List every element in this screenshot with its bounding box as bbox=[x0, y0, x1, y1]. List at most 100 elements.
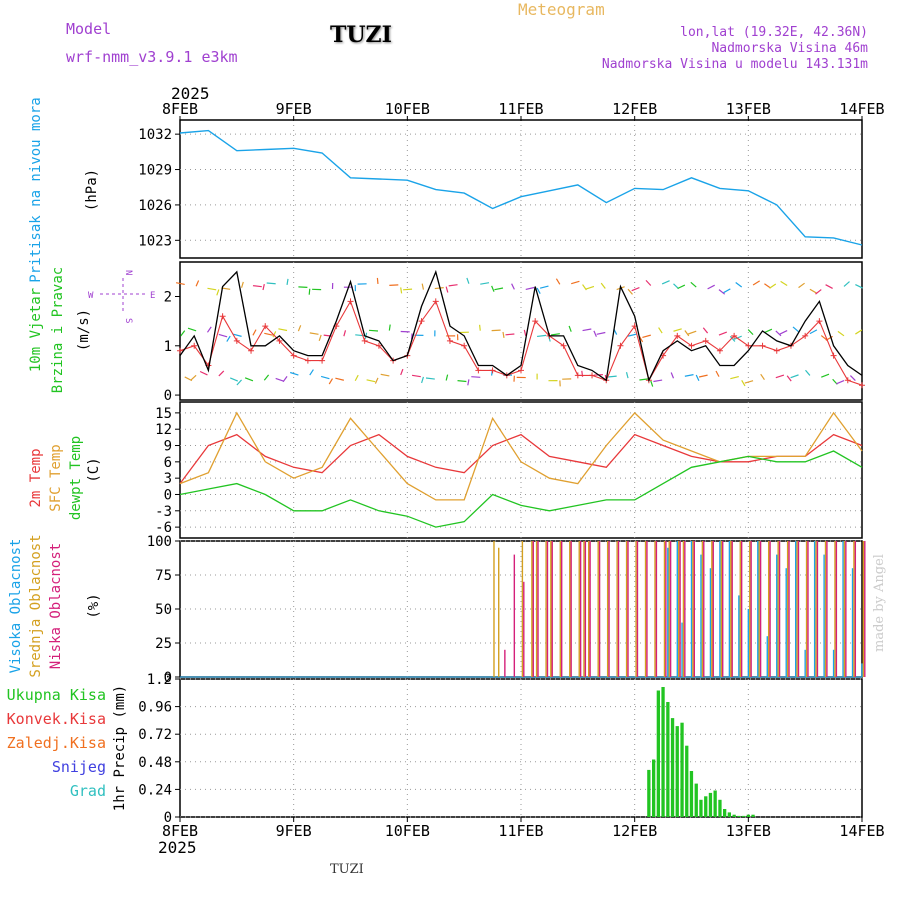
precip-legend-4: Grad bbox=[70, 782, 106, 800]
wind-arrow bbox=[650, 380, 654, 387]
wind-arrow bbox=[821, 373, 830, 378]
gust-marker bbox=[475, 367, 482, 374]
precip-bar bbox=[732, 814, 736, 817]
gust-marker bbox=[844, 377, 851, 384]
precip-bar bbox=[685, 745, 689, 817]
y-tick-label-clouds: 50 bbox=[155, 602, 172, 618]
cloud-label-mid: Srednja Oblacnost bbox=[28, 534, 44, 677]
pressure-line bbox=[179, 129, 863, 246]
wind-arrow bbox=[494, 287, 504, 291]
precip-bar bbox=[689, 771, 694, 817]
wind-arrow bbox=[790, 374, 799, 379]
wind-arrow bbox=[698, 374, 708, 378]
wind-arrow bbox=[718, 331, 728, 336]
y-tick-label-temperature: 3 bbox=[164, 471, 172, 487]
wind-arrow bbox=[780, 280, 788, 287]
x-tick-label-bottom: 11FEB bbox=[498, 822, 543, 840]
wind-arrow bbox=[600, 282, 606, 289]
wind-arrow bbox=[252, 329, 257, 336]
wind-arrow bbox=[729, 335, 736, 342]
wind-arrow bbox=[380, 373, 390, 377]
wind-arrow bbox=[218, 333, 228, 338]
pressure-unit: (hPa) bbox=[84, 169, 100, 211]
wind-arrow bbox=[343, 330, 347, 337]
wind-arrow bbox=[805, 369, 811, 376]
wind-arrow bbox=[723, 288, 731, 294]
y-tick-label-temperature: 0 bbox=[164, 487, 172, 503]
model-label: Model bbox=[66, 20, 112, 38]
y-tick-label-precip: 0.48 bbox=[138, 755, 172, 771]
precip-unit: 1hr Precip (mm) bbox=[112, 685, 128, 811]
gust-marker bbox=[617, 342, 624, 349]
precip-bar bbox=[751, 814, 755, 817]
precip-bar bbox=[699, 799, 703, 818]
y-tick-label-temperature: 6 bbox=[164, 455, 172, 471]
gust-marker bbox=[461, 342, 468, 349]
precip-bar bbox=[694, 783, 698, 817]
precip-bar bbox=[713, 790, 717, 817]
wind-arrow bbox=[625, 372, 629, 379]
wind-arrow bbox=[457, 380, 467, 383]
gust-marker bbox=[290, 352, 297, 359]
wind-arrow bbox=[733, 335, 742, 340]
wind-arrow bbox=[309, 332, 319, 335]
wind-arrow bbox=[775, 330, 782, 337]
wind-arrow bbox=[809, 288, 818, 294]
gust-marker bbox=[674, 332, 681, 339]
wind-arrow bbox=[233, 333, 242, 337]
gust-marker bbox=[745, 342, 752, 349]
gust-marker bbox=[276, 337, 283, 344]
wind-arrow bbox=[187, 327, 197, 332]
wind-arrow bbox=[752, 280, 761, 286]
wind-arrow bbox=[627, 288, 633, 295]
y-tick-label-wind: 1 bbox=[164, 339, 172, 355]
wind-arrow bbox=[673, 328, 682, 332]
wind-arrow bbox=[707, 284, 715, 290]
y-tick-label-wind: 2 bbox=[164, 290, 172, 306]
wind-arrow bbox=[282, 376, 288, 383]
wind-arrow bbox=[479, 324, 481, 331]
temp-line-2 bbox=[179, 450, 863, 528]
wind-arrow bbox=[536, 287, 541, 294]
temp-line-1 bbox=[179, 411, 863, 501]
gust-marker bbox=[518, 367, 524, 374]
wind-arrow bbox=[718, 289, 726, 295]
wind-arrow bbox=[491, 329, 501, 332]
wind-arrow bbox=[639, 378, 649, 381]
wind-arrow bbox=[837, 330, 845, 337]
x-tick-label-top: 12FEB bbox=[612, 100, 657, 118]
y-tick-label-precip: 0.96 bbox=[138, 700, 172, 716]
gust-marker bbox=[802, 332, 809, 339]
temp-label-dewpt: dewpt Temp bbox=[68, 436, 84, 520]
cloud-label-high: Visoka Oblacnost bbox=[8, 539, 24, 674]
wind-arrow bbox=[849, 375, 856, 382]
precip-bar bbox=[675, 726, 679, 817]
model-altitude: Nadmorska Visina u modelu 143.131m bbox=[601, 57, 868, 72]
wind-arrow bbox=[323, 334, 333, 337]
x-tick-label-bottom: 9FEB bbox=[276, 822, 312, 840]
wind-arrow bbox=[825, 284, 833, 289]
wind-arrow bbox=[195, 280, 200, 287]
wind-arrow bbox=[218, 370, 225, 377]
wind-arrow bbox=[798, 282, 805, 289]
x-tick-label-bottom: 14FEB bbox=[839, 822, 884, 840]
gust-marker bbox=[716, 347, 723, 354]
compass-w: W bbox=[88, 291, 94, 301]
wind-arrow bbox=[480, 282, 490, 285]
y-tick-label-temperature: 15 bbox=[155, 406, 172, 422]
wind-arrow bbox=[582, 328, 592, 332]
wind-arrow bbox=[585, 285, 595, 290]
y-tick-label-pressure: 1029 bbox=[138, 163, 172, 179]
x-tick-label-bottom: 12FEB bbox=[612, 822, 657, 840]
wind-arrow bbox=[855, 329, 863, 335]
wind-arrow bbox=[403, 288, 413, 291]
y-tick-label-clouds: 75 bbox=[155, 568, 172, 584]
wind-arrow bbox=[236, 379, 243, 386]
wind-arrow bbox=[366, 379, 376, 383]
y-tick-label-clouds: 100 bbox=[147, 534, 172, 550]
wind-arrow bbox=[448, 284, 458, 287]
wind-arrow bbox=[836, 380, 845, 385]
wind-arrow bbox=[491, 285, 495, 292]
wind-arrow bbox=[466, 277, 470, 284]
